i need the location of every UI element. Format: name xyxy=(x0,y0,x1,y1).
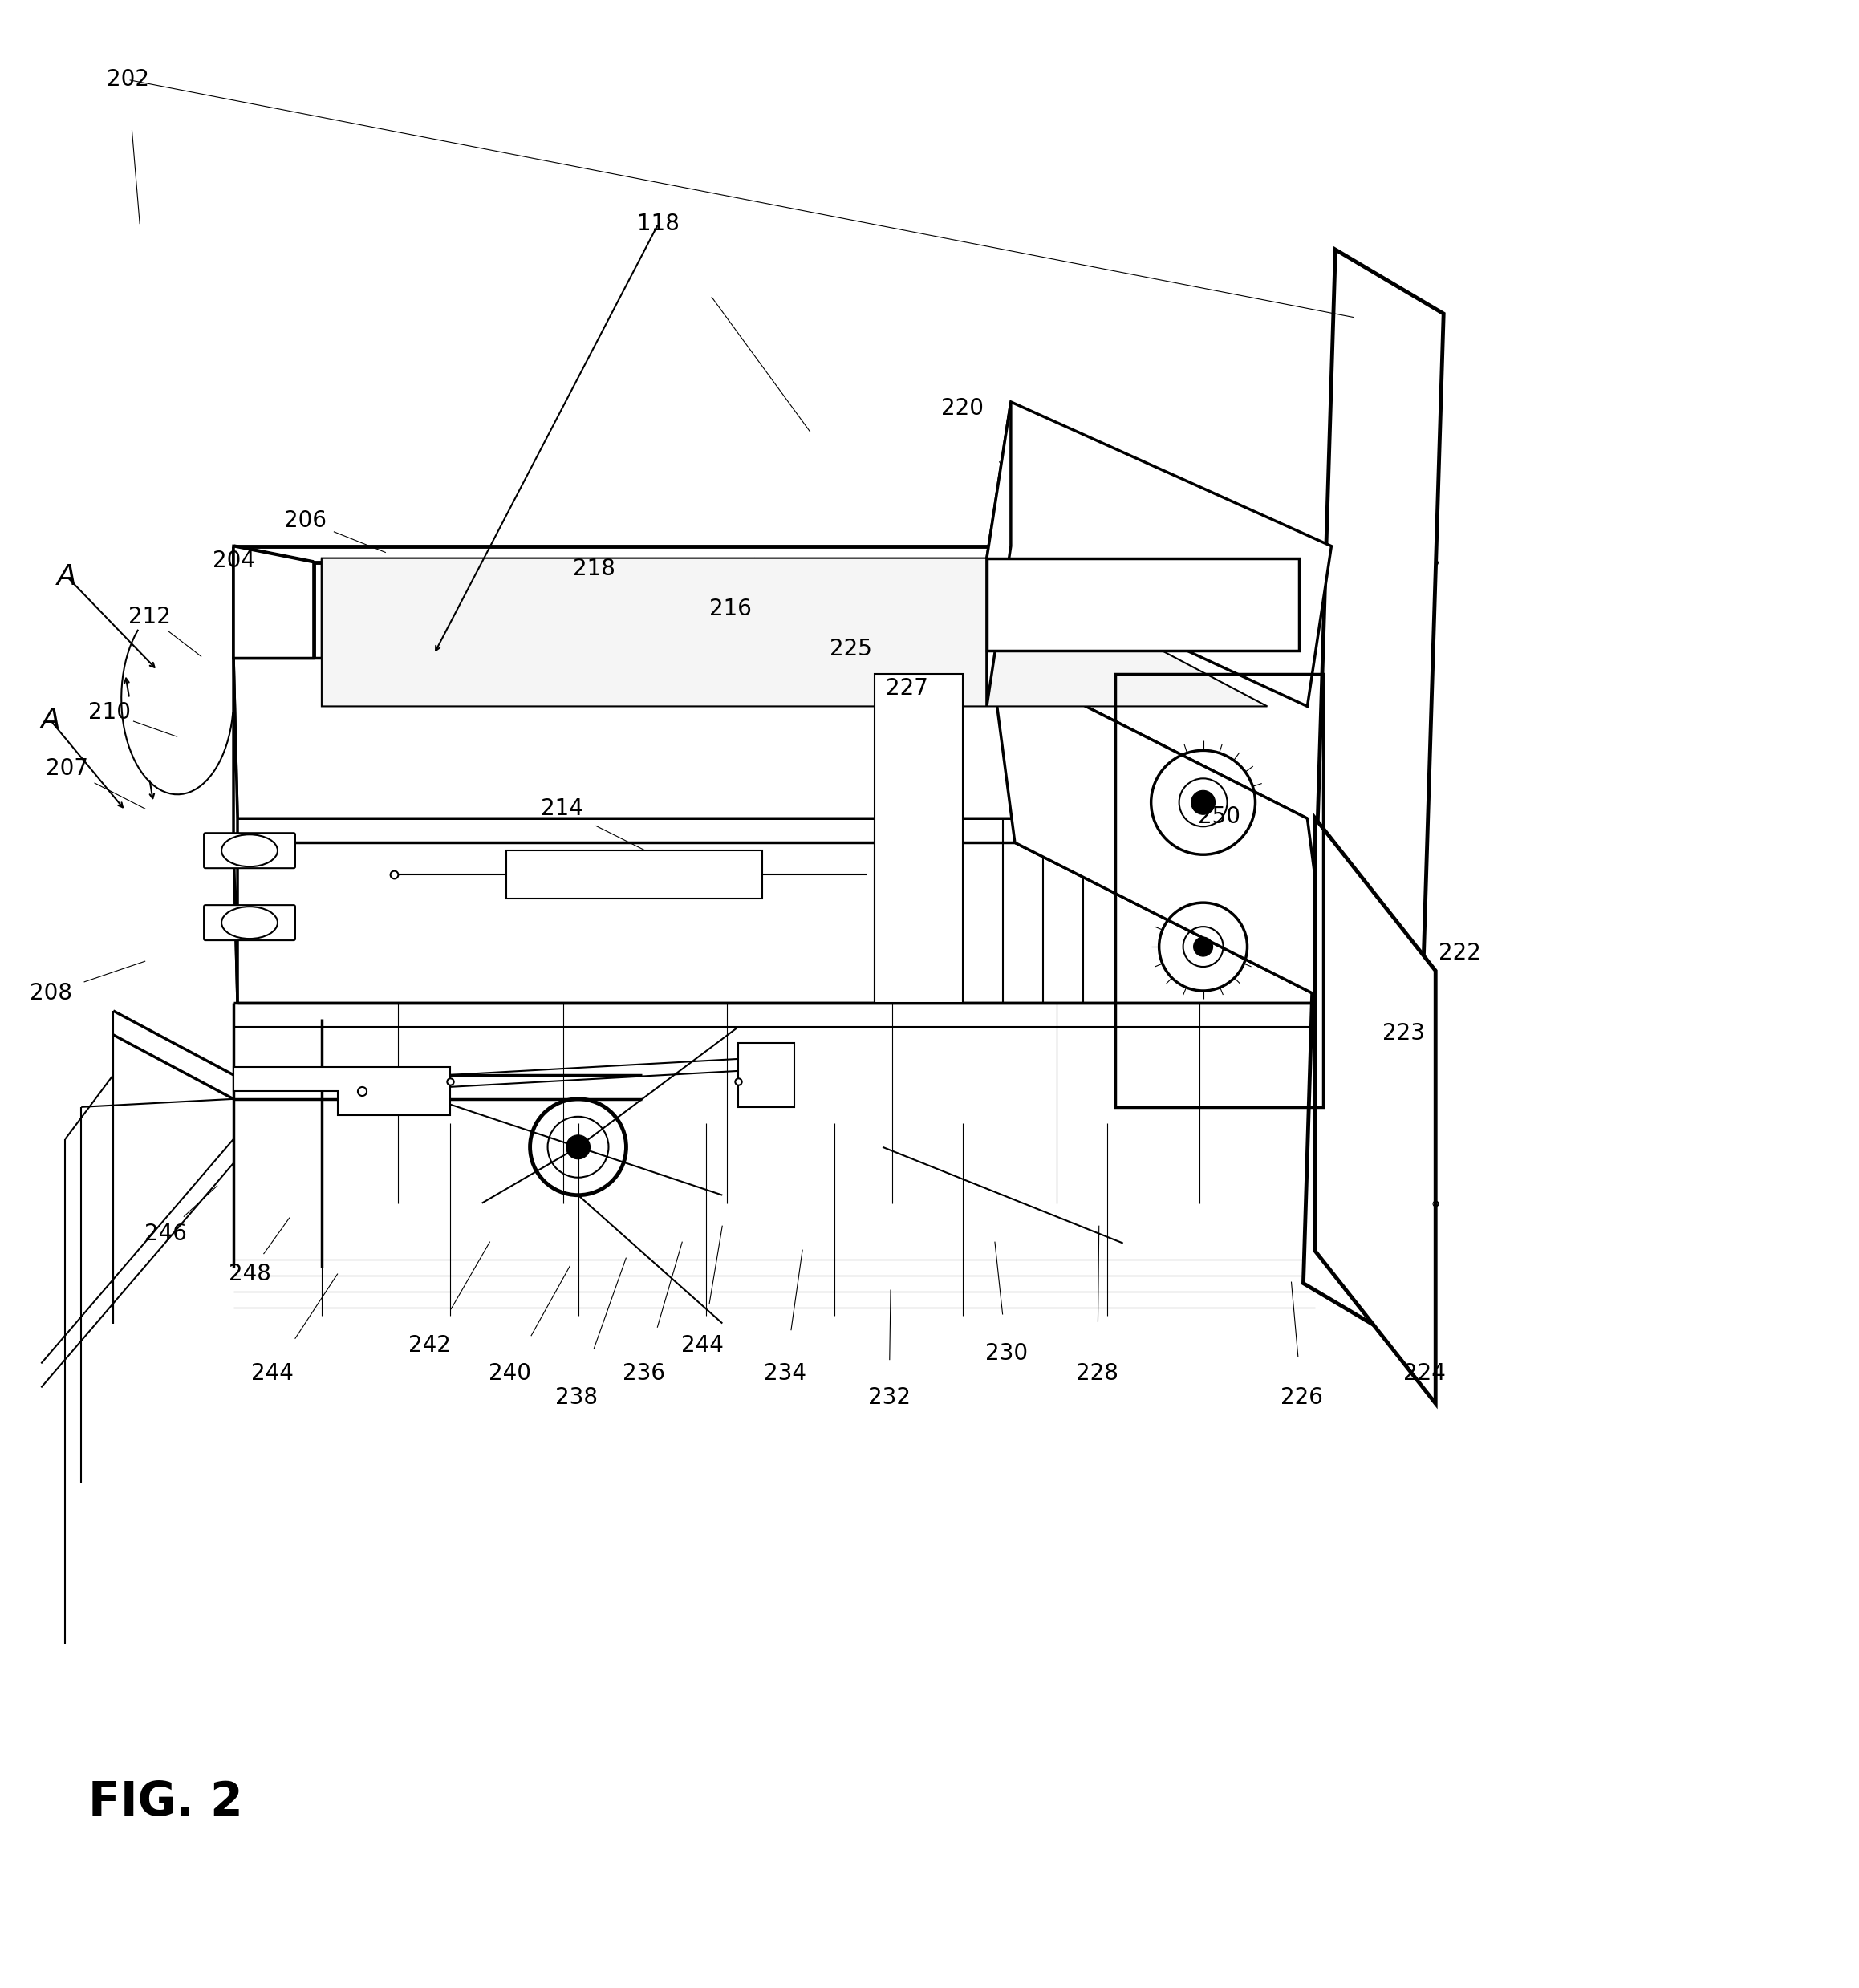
Text: 210: 210 xyxy=(87,702,130,724)
Text: 236: 236 xyxy=(623,1362,666,1386)
Polygon shape xyxy=(322,559,1268,706)
Text: 214: 214 xyxy=(541,797,584,821)
Text: 226: 226 xyxy=(1281,1386,1324,1409)
Text: 230: 230 xyxy=(985,1342,1028,1366)
Polygon shape xyxy=(506,851,762,899)
Polygon shape xyxy=(987,559,1299,650)
Polygon shape xyxy=(1316,819,1435,1404)
Polygon shape xyxy=(738,1044,794,1107)
Text: FIG. 2: FIG. 2 xyxy=(87,1779,244,1825)
Text: 224: 224 xyxy=(1404,1362,1446,1386)
Text: 234: 234 xyxy=(764,1362,807,1386)
Text: 208: 208 xyxy=(30,982,73,1004)
Text: 225: 225 xyxy=(829,638,872,660)
Text: 250: 250 xyxy=(1197,805,1240,829)
Text: 228: 228 xyxy=(1076,1362,1119,1386)
Text: 244: 244 xyxy=(680,1334,723,1358)
FancyBboxPatch shape xyxy=(204,833,296,869)
Circle shape xyxy=(567,1135,589,1159)
Text: 227: 227 xyxy=(885,678,928,700)
FancyBboxPatch shape xyxy=(204,905,296,940)
Text: 118: 118 xyxy=(638,213,679,235)
Text: 223: 223 xyxy=(1383,1022,1424,1044)
Polygon shape xyxy=(1303,250,1444,1348)
Text: 238: 238 xyxy=(556,1386,599,1409)
Polygon shape xyxy=(991,658,1331,1002)
Text: 218: 218 xyxy=(573,557,615,580)
Text: 204: 204 xyxy=(212,549,255,573)
Text: 246: 246 xyxy=(145,1223,186,1244)
Text: 216: 216 xyxy=(708,596,751,620)
Text: A: A xyxy=(58,563,76,590)
Text: 206: 206 xyxy=(284,509,327,531)
Text: 222: 222 xyxy=(1439,942,1482,964)
Circle shape xyxy=(1192,791,1216,815)
Text: 244: 244 xyxy=(251,1362,294,1386)
Polygon shape xyxy=(874,674,963,1002)
Text: 202: 202 xyxy=(106,68,149,91)
Text: 220: 220 xyxy=(941,398,983,419)
Polygon shape xyxy=(987,402,1011,706)
Text: A: A xyxy=(41,708,61,734)
Text: 212: 212 xyxy=(128,606,171,628)
Polygon shape xyxy=(234,547,314,658)
Polygon shape xyxy=(234,658,238,1002)
Polygon shape xyxy=(234,658,1307,819)
Text: 242: 242 xyxy=(409,1334,452,1358)
Polygon shape xyxy=(987,402,1331,706)
Text: 240: 240 xyxy=(489,1362,532,1386)
Circle shape xyxy=(1193,936,1212,956)
Polygon shape xyxy=(234,1068,450,1115)
Text: 232: 232 xyxy=(868,1386,911,1409)
Text: 207: 207 xyxy=(46,757,87,779)
Text: 248: 248 xyxy=(229,1262,271,1284)
